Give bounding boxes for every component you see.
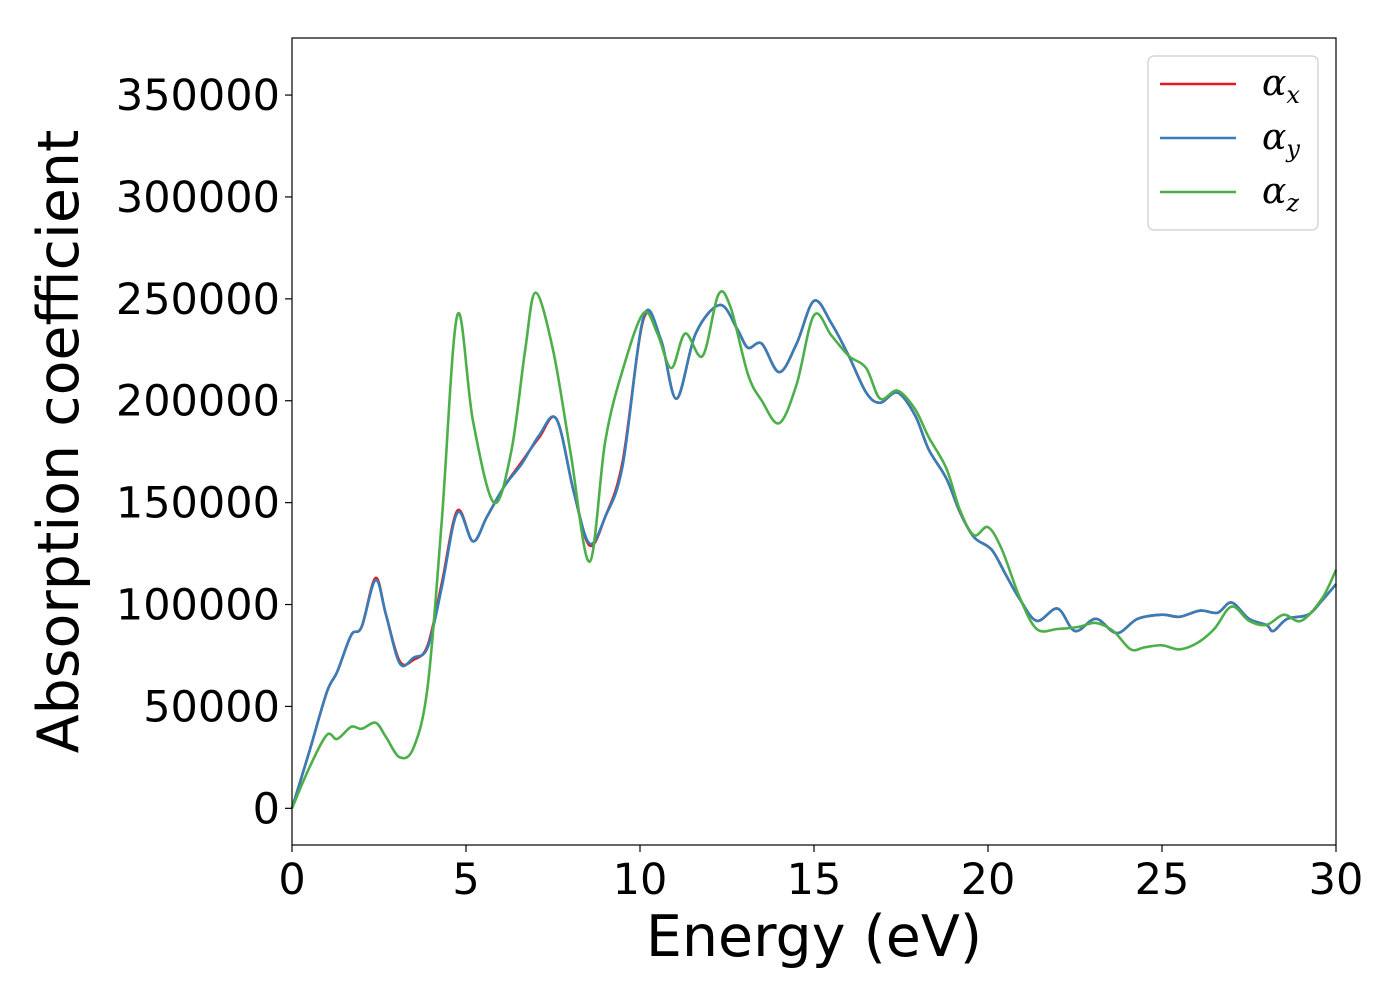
x-tick-label: 20 xyxy=(961,855,1016,905)
legend-label-x: αx xyxy=(1262,63,1300,109)
legend-label-y: αy xyxy=(1262,117,1300,163)
legend-label-main: α xyxy=(1262,117,1286,158)
y-tick-label: 50000 xyxy=(143,682,280,732)
x-tick-label: 10 xyxy=(613,855,668,905)
x-tick-label: 0 xyxy=(278,855,305,905)
legend-label-z: αz xyxy=(1262,171,1299,217)
y-tick-label: 150000 xyxy=(116,479,280,529)
x-axis-label: Energy (eV) xyxy=(646,904,982,970)
y-tick-label: 300000 xyxy=(116,173,280,223)
legend-label-subscript: y xyxy=(1285,135,1300,163)
y-tick-label: 200000 xyxy=(116,377,280,427)
y-tick-label: 350000 xyxy=(116,71,280,121)
legend-label-subscript: x xyxy=(1286,81,1300,109)
y-tick-label: 100000 xyxy=(116,581,280,631)
x-tick-label: 30 xyxy=(1309,855,1364,905)
legend-label-subscript: z xyxy=(1285,189,1299,217)
x-axis-ticks: 0 5 10 15 20 25 30 xyxy=(278,845,1363,905)
x-tick-label: 25 xyxy=(1135,855,1190,905)
legend-label-main: α xyxy=(1262,63,1286,104)
series-line-z xyxy=(290,290,1338,809)
legend-label-main: α xyxy=(1262,171,1286,212)
y-tick-label: 250000 xyxy=(116,275,280,325)
y-axis-label: Absorption coefficient xyxy=(26,130,92,754)
series-line-y xyxy=(290,299,1337,809)
x-tick-label: 5 xyxy=(452,855,479,905)
series-layer xyxy=(290,290,1338,809)
y-tick-label: 0 xyxy=(253,784,280,834)
x-tick-label: 15 xyxy=(787,855,842,905)
legend-box xyxy=(1147,55,1319,231)
y-axis-ticks: 0 50000 100000 150000 200000 250000 300000 3500… xyxy=(116,71,292,834)
